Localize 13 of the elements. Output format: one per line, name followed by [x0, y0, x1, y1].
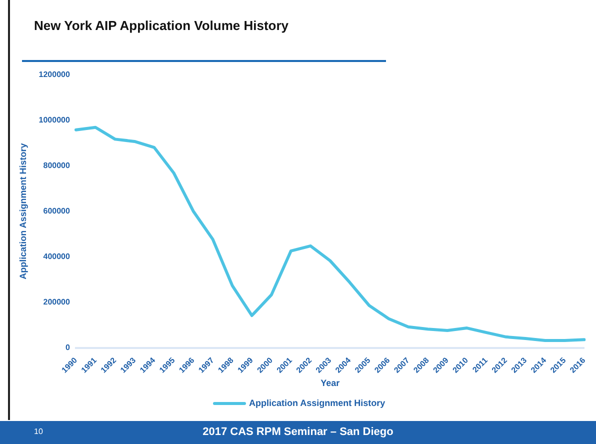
y-tick-label: 1000000: [38, 116, 70, 125]
y-tick-label: 600000: [43, 206, 70, 216]
x-axis-title: Year: [320, 378, 340, 388]
text: 2017 CAS RPM Seminar – San Diego: [202, 426, 394, 438]
y-tick-label: 200000: [43, 298, 70, 307]
y-axis-title: Application Assignment History: [18, 143, 28, 280]
y-tick-label: 0: [65, 343, 70, 352]
y-tick-label: 800000: [43, 161, 70, 170]
y-tick-label: 1200000: [38, 70, 70, 80]
chart-title: New York AIP Application Volume History: [34, 18, 289, 33]
y-tick-label: 400000: [43, 252, 70, 262]
legend-label: Application Assignment History: [248, 398, 386, 408]
text: 10: [34, 427, 43, 436]
